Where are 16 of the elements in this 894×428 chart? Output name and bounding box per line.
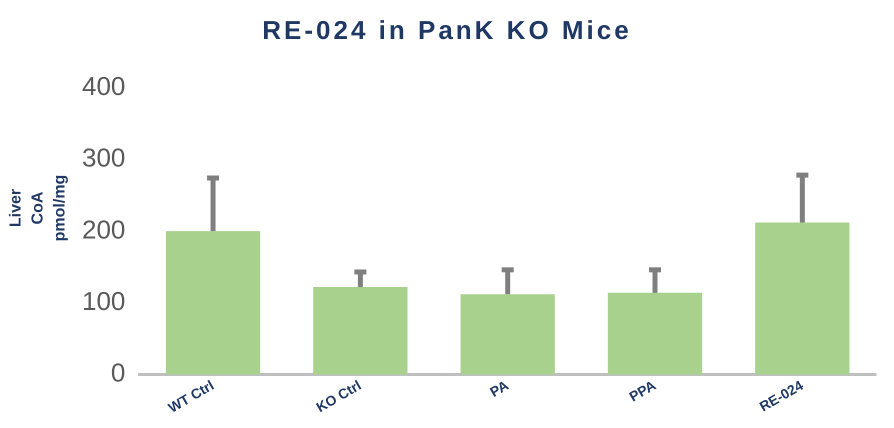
y-tick-label: 400 — [82, 70, 126, 101]
x-tick-label: PA — [487, 376, 512, 400]
y-tick-label: 100 — [82, 286, 126, 316]
bar — [166, 231, 260, 375]
x-tick-label: WT Ctrl — [165, 376, 216, 416]
x-tick-label: PPA — [626, 376, 658, 405]
bar — [460, 294, 555, 375]
bar — [313, 287, 408, 375]
x-tick-label: KO Ctrl — [313, 376, 364, 416]
chart-title: RE-024 in PanK KO Mice — [261, 14, 633, 47]
y-tick-label: 300 — [82, 142, 126, 173]
y-tick-label: 200 — [82, 214, 126, 244]
bar — [755, 222, 850, 375]
y-tick-label: 0 — [110, 358, 126, 388]
y-axis-title: Liver CoA pmol/mg — [6, 174, 69, 242]
bar — [608, 292, 702, 375]
